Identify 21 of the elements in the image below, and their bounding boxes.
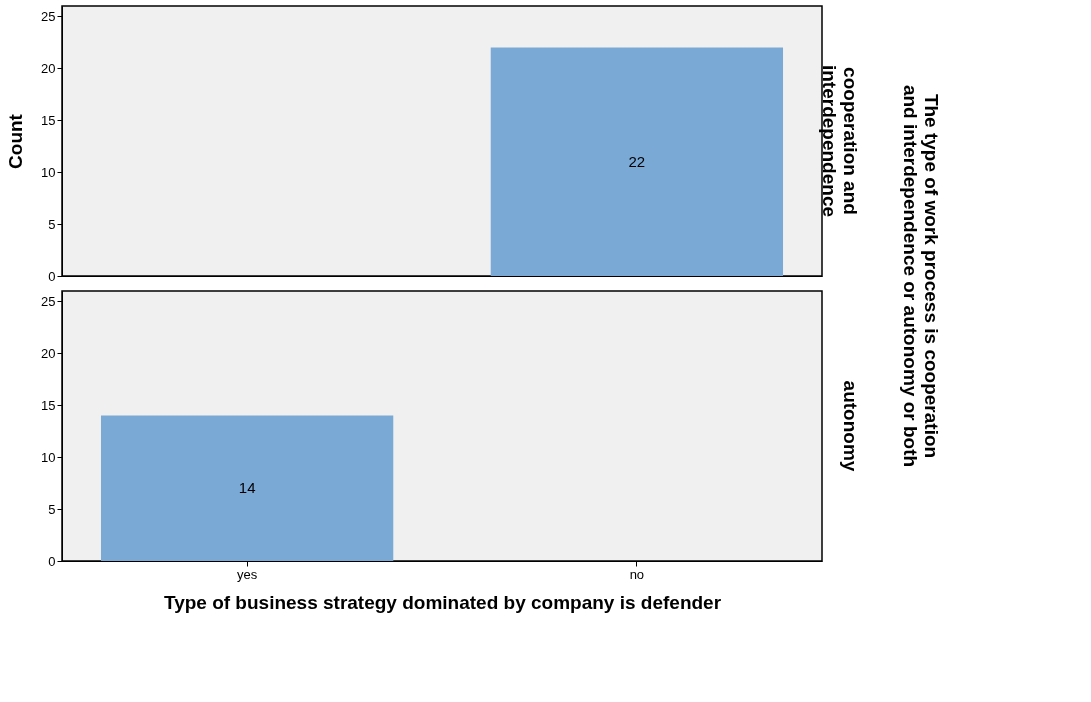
text: The type of work process is cooperation and interdependence or autonomy or both [900, 84, 942, 468]
y-tick-label: 0 [48, 553, 56, 569]
y-tick-label: 5 [48, 216, 56, 232]
y-tick-label: 10 [41, 164, 56, 180]
data-label: 22 [628, 152, 646, 170]
y-tick-label: 20 [41, 345, 56, 361]
y-tick-label: 10 [41, 449, 56, 465]
y-tick-label: 0 [48, 268, 56, 284]
y-tick-label: 15 [41, 112, 56, 128]
y2-axis-title: autonomy [840, 380, 861, 472]
data-label: 14 [238, 479, 256, 497]
y-axis-title: Count [5, 113, 27, 169]
x-axis-title: Type of business strategy dominated by company is defender [163, 591, 722, 613]
y-tick-label: 25 [41, 8, 56, 24]
y-tick-label: 15 [41, 397, 56, 413]
y-tick-label: 25 [41, 293, 56, 309]
x-tick-label: yes [237, 566, 258, 582]
y-tick-label: 5 [48, 501, 56, 517]
y2-axis-title: cooperation and interdependence [819, 64, 861, 218]
y-tick-label: 20 [41, 60, 56, 76]
x-tick-label: no [629, 566, 645, 582]
